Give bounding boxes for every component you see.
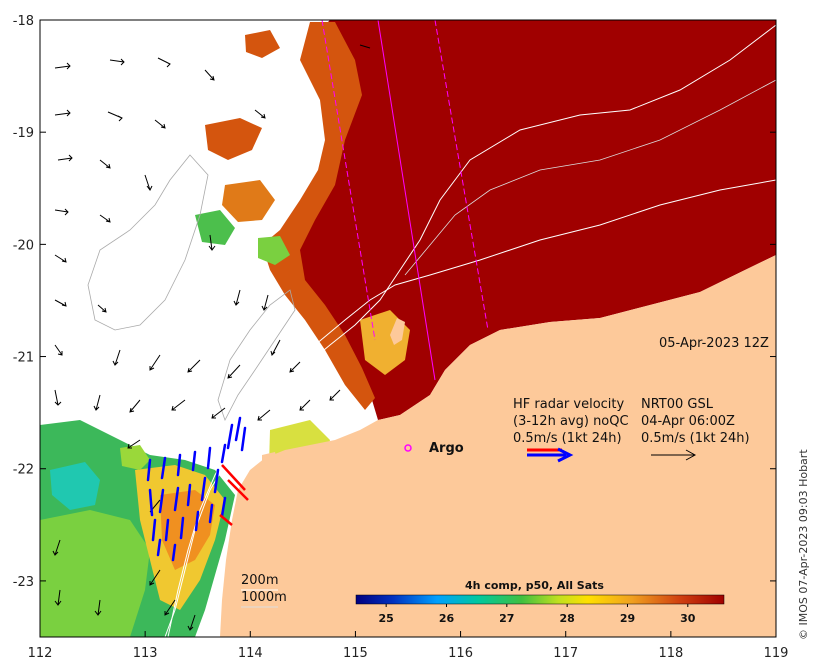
plot-frame: [39, 19, 777, 638]
sst-cool-patch: [195, 210, 235, 245]
y-tick-label: -22: [13, 463, 34, 478]
colorbar-tick-label: 27: [499, 612, 514, 625]
x-tick-label: 115: [343, 646, 368, 661]
model-current-arrows: [52, 44, 371, 631]
contour-1000m-label: 1000m: [241, 590, 287, 605]
contour-ridge: [217, 289, 296, 422]
credit-label: © IMOS 07-Apr-2023 09:03 Hobart: [797, 449, 810, 640]
colorbar-tick-label: 28: [559, 612, 574, 625]
y-tick-label: -19: [13, 126, 34, 141]
hf-legend-line1: HF radar velocity: [513, 397, 625, 412]
date-label: 05-Apr-2023 12Z: [659, 336, 769, 351]
sst-warm-region: [262, 22, 375, 410]
contour-200m: [164, 24, 776, 637]
colorbar-tick-label: 30: [680, 612, 696, 625]
land-barrow-island: [390, 318, 405, 345]
sst-warm-patch: [205, 118, 262, 160]
y-axis: -18 -19 -20 -21 -22 -23: [13, 14, 776, 590]
y-tick-label: -21: [13, 351, 34, 366]
hf-legend-arrow: [527, 447, 574, 463]
colorbar-tick-label: 25: [379, 612, 394, 625]
hf-legend-line3: 0.5m/s (1kt 24h): [513, 431, 622, 446]
land-mainland: [220, 255, 776, 637]
sst-hot-region: [292, 20, 776, 420]
colorbar-tick-label: 26: [439, 612, 455, 625]
nrt-legend-line2: 04-Apr 06:00Z: [641, 414, 735, 429]
sst-warm-patch: [222, 180, 275, 222]
x-tick-label: 117: [553, 646, 578, 661]
contour-1000m: [167, 179, 776, 637]
contour-reef: [87, 154, 209, 331]
argo-marker: [404, 444, 412, 452]
x-tick-label: 112: [28, 646, 53, 661]
x-tick-label: 116: [448, 646, 473, 661]
sst-cyan-patch: [50, 462, 100, 510]
nrt-legend-line3: 0.5m/s (1kt 24h): [641, 431, 750, 446]
x-axis: 112 113 114 115 116 117 118 119: [28, 631, 789, 661]
contour-200m-label: 200m: [241, 573, 278, 588]
argo-label: Argo: [429, 441, 464, 456]
hf-legend-line2: (3-12h avg) noQC: [513, 414, 629, 429]
sst-green-region: [40, 510, 150, 637]
sst-warm-patch: [245, 30, 280, 58]
contour-extra: [404, 79, 776, 276]
hf-radar-arrows: [146, 416, 247, 562]
satellite-track: [377, 20, 436, 381]
colorbar-tick-label: 29: [620, 612, 635, 625]
land-exmouth-island: [262, 452, 280, 500]
colorbar-ticks: 25 26 27 28 29 30: [379, 604, 696, 625]
sst-cool-patch: [258, 236, 290, 265]
colorbar: [355, 594, 725, 605]
sst-green-patch: [120, 445, 150, 470]
satellite-track: [321, 20, 376, 341]
x-tick-label: 118: [658, 646, 683, 661]
y-tick-label: -23: [13, 575, 34, 590]
nrt-legend-line1: NRT00 GSL: [641, 397, 714, 412]
colorbar-title: 4h comp, p50, All Sats: [465, 579, 604, 592]
y-tick-label: -20: [13, 238, 34, 253]
nrt-legend-arrow: [651, 449, 697, 461]
satellite-track: [434, 20, 489, 331]
x-tick-label: 119: [764, 646, 789, 661]
y-tick-label: -18: [13, 14, 34, 29]
x-tick-label: 113: [133, 646, 158, 661]
hf-radar-sites: [219, 464, 249, 526]
x-tick-label: 114: [238, 646, 263, 661]
